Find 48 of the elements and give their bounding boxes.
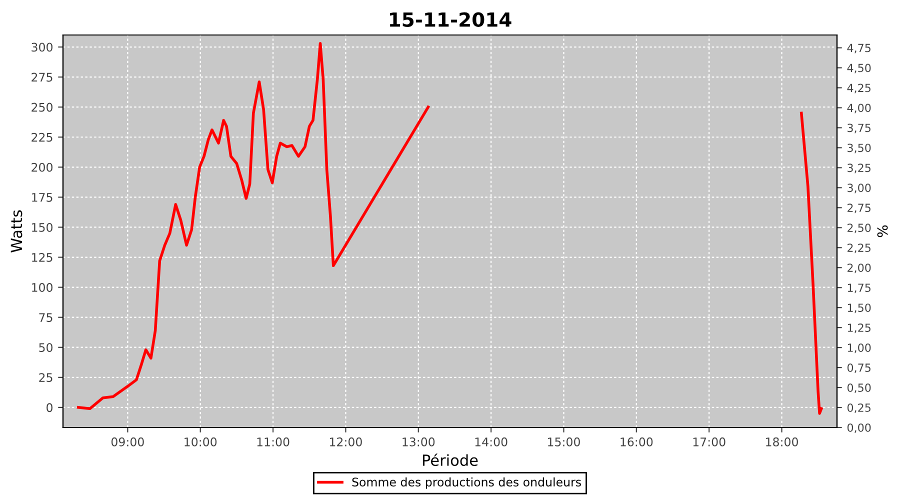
x-tick-label: 15:00 [548, 437, 580, 446]
y2-tick-label: 0,75 [847, 364, 870, 374]
y-tick-label: 75 [39, 313, 52, 322]
y-tick-label: 125 [32, 252, 52, 262]
y-tick-label: 225 [32, 132, 52, 142]
y-tick-label: 300 [32, 42, 52, 52]
x-tick-label: 12:00 [330, 437, 362, 446]
x-tick-label: 11:00 [257, 437, 290, 446]
y-tick-label: 0 [46, 403, 52, 412]
y-tick-label: 250 [32, 102, 52, 112]
y2-tick-label: 2,00 [848, 264, 871, 274]
y-tick-label: 25 [39, 373, 52, 382]
legend-label: Somme des productions des onduleurs [352, 477, 581, 489]
chart-title: 15-11-2014 [390, 12, 512, 27]
y2-tick-label: 2,25 [848, 244, 870, 254]
y-tick-label: 200 [32, 162, 52, 172]
y2-tick-label: 1,25 [848, 324, 870, 334]
y-tick-label: 275 [32, 72, 52, 82]
x-tick-label: 16:00 [620, 437, 653, 446]
y2-tick-label: 0,25 [847, 403, 870, 414]
y-tick-label: 175 [32, 193, 52, 202]
y2-tick-label: 0,00 [847, 423, 871, 434]
x-tick-label: 17:00 [693, 437, 726, 446]
y-tick-label: 50 [39, 343, 52, 352]
y-axis-title: Watts [10, 210, 22, 252]
y2-tick-label: 4,00 [847, 104, 871, 114]
y2-tick-label: 1,50 [848, 304, 871, 314]
x-tick-label: 10:00 [184, 437, 217, 446]
x-axis-title: Période [422, 454, 478, 466]
y2-tick-label: 3,50 [848, 144, 871, 154]
y-tick-label: 100 [32, 283, 52, 292]
y2-tick-label: 3,25 [848, 164, 870, 174]
y2-tick-label: 0,50 [847, 384, 871, 394]
y2-tick-label: 3,00 [848, 184, 871, 194]
x-tick-label: 18:00 [766, 437, 798, 446]
x-tick-label: 13:00 [402, 437, 435, 446]
y2-tick-label: 4,75 [847, 44, 870, 54]
y2-tick-label: 1,75 [848, 284, 870, 294]
y2-tick-label: 2,50 [848, 224, 871, 234]
y2-tick-label: 1,00 [848, 344, 871, 354]
x-tick-label: 14:00 [475, 437, 508, 446]
y2-tick-label: 4,25 [847, 84, 870, 94]
y2-tick-label: 4,50 [847, 64, 871, 74]
y2-tick-label: 2,75 [848, 204, 870, 214]
y2-tick-label: 3,75 [848, 124, 870, 134]
y2-axis-title: % [877, 225, 888, 238]
y-tick-label: 150 [32, 222, 52, 232]
x-tick-label: 09:00 [111, 437, 144, 446]
